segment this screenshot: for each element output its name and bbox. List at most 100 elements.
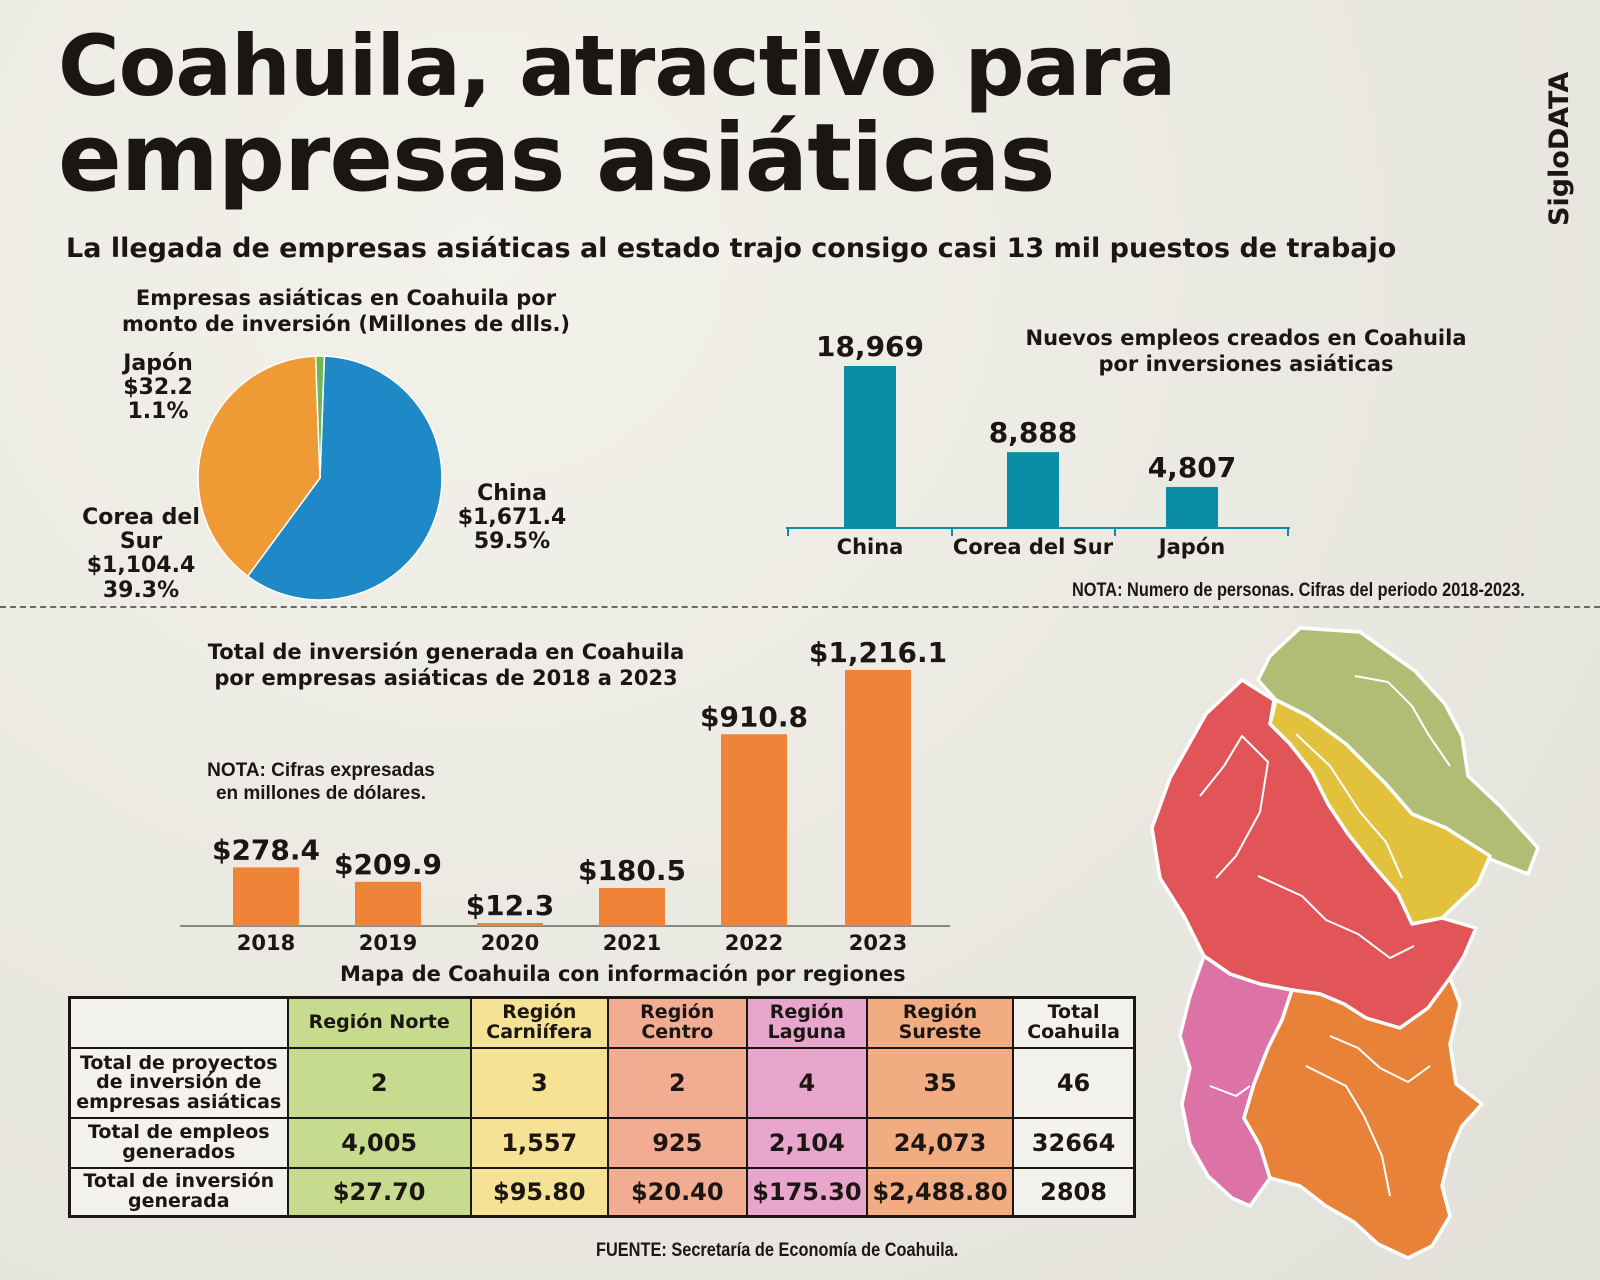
pie-label-china-percent: 59.5% [473,529,551,555]
section-divider [0,606,1600,608]
investment-value-label: $1,216.1 [809,636,947,669]
table-row: Total de inversión generada $27.70 $95.8… [68,1167,1136,1217]
investment-value-label: $910.8 [700,700,808,733]
map-municipal-border [1305,1065,1391,1197]
investment-bar-2021 [599,888,665,926]
jobs-chart-title: Nuevos empleos creados en Coahuila por i… [1025,326,1467,376]
investment-bar-2022 [721,734,787,926]
investment-year-label: 2018 [237,931,295,955]
investment-chart-note: NOTA: Cifras expresadas en millones de d… [207,760,435,804]
brand-text: SigloDATA [1544,72,1575,226]
table-cell: $27.70 [286,1167,472,1217]
page-title-line-1: Coahuila, atractivo para [58,17,1176,115]
investment-year-label: 2021 [603,931,661,955]
pie-label-japon-name: Japón [123,351,193,376]
pie-slice-japon [314,355,326,479]
jobs-category-label: Japón [1157,535,1225,559]
investment-year-label: 2019 [359,931,417,955]
table-cell: 2,104 [745,1117,868,1169]
map-municipal-border [1209,1085,1251,1097]
investment-value-label: $12.3 [466,889,555,922]
pie-label-china-name: China [477,481,547,506]
coahuila-region-map [1150,626,1540,1260]
table-cell: 2 [606,1047,748,1119]
map-municipal-border [1329,1035,1431,1083]
table-row: Total de proyectos de inversión de empre… [68,1047,1136,1119]
table-header-row: Región Norte Región Carniífera Región Ce… [68,996,1136,1049]
investment-year-label: 2020 [481,931,539,955]
table-cell: 4 [745,1047,868,1119]
jobs-category-label: China [837,535,904,559]
pie-label-japon-value: $32.2 [123,375,193,401]
investment-bar-2019 [355,881,421,926]
page-subtitle: La llegada de empresas asiáticas al esta… [66,233,1397,264]
jobs-chart-note: NOTA: Numero de personas. Cifras del per… [1072,580,1525,601]
investment-value-label: $180.5 [578,854,686,887]
pie-chart-title: Empresas asiáticas en Coahuila por monto… [121,286,571,336]
pie-label-corea: Corea del Sur $1,104.4 39.3% [74,505,208,603]
jobs-category-label: Corea del Sur [953,535,1114,559]
column-header-region-sureste: Región Sureste [865,996,1015,1049]
investment-bar-2023 [845,670,911,926]
map-municipal-border [1354,675,1451,767]
jobs-bar-chart: 18,969 China 8,888 Corea del Sur 4,807 Japón [786,330,1290,559]
investment-year-label: 2023 [849,931,907,955]
investment-value-label: $209.9 [334,848,442,881]
table-cell: 925 [606,1117,748,1169]
table-row: Total de empleos generados 4,005 1,557 9… [68,1117,1136,1169]
column-header-region-carbonifera: Región Carniífera [469,996,609,1049]
pie-label-japon: Japón $32.2 1.1% [100,351,216,425]
source-note: FUENTE: Secretaría de Economía de Coahui… [596,1240,959,1261]
table-cell: $20.40 [606,1167,748,1217]
column-header-region-laguna: Región Laguna [745,996,868,1049]
jobs-bar-corea-del-sur [1007,452,1059,528]
pie-slice-china [246,355,443,601]
table-cell: $95.80 [469,1167,609,1217]
brand-logo: SigloDATA [1544,72,1575,226]
row-header: Total de inversión generada [68,1167,289,1217]
jobs-bar-china [844,366,896,528]
pie-label-china-value: $1,671.4 [457,505,567,531]
pie-slice-corea-del-sur [197,355,321,578]
table-cell: 35 [865,1047,1015,1119]
table-cell: 32664 [1012,1117,1136,1169]
investment-chart-title: Total de inversión generada en Coahuila … [207,640,685,690]
table-cell: 4,005 [286,1117,472,1169]
row-header: Total de proyectos de inversión de empre… [68,1047,289,1119]
jobs-value-label: 4,807 [1148,451,1237,484]
row-header: Total de empleos generados [68,1117,289,1169]
table-cell: 1,557 [469,1117,609,1169]
table-corner [68,996,289,1049]
table-cell: $175.30 [745,1167,868,1217]
map-municipal-border [1199,735,1269,879]
table-cell: 2 [286,1047,472,1119]
investment-bar-2020 [477,923,543,926]
table-cell: $2,488.80 [865,1167,1015,1217]
column-header-region-centro: Región Centro [606,996,748,1049]
column-header-total-coahuila: Total Coahuila [1012,996,1136,1049]
region-table: Región Norte Región Carniífera Región Ce… [68,996,1136,1218]
table-cell: 3 [469,1047,609,1119]
pie-label-china: China $1,671.4 59.5% [450,481,574,555]
table-cell: 2808 [1012,1167,1136,1217]
jobs-value-label: 8,888 [989,416,1078,449]
pie-label-corea-percent: 39.3% [102,577,180,603]
pie-label-japon-percent: 1.1% [127,399,189,425]
investment-bar-chart: $278.4 2018 $209.9 2019 $12.3 2020 $180.5 2021 $… [180,636,950,955]
table-cell: 24,073 [865,1117,1015,1169]
table-cell: 46 [1012,1047,1136,1119]
investment-year-label: 2022 [725,931,783,955]
column-header-region-norte: Región Norte [286,996,472,1049]
page-title-line-2: empresas asiáticas [58,104,1055,213]
investment-value-label: $278.4 [212,833,320,866]
pie-label-corea-name: Corea del Sur [82,505,200,555]
map-region-sureste [1242,976,1484,1260]
map-municipal-border [1295,733,1403,879]
jobs-bar-japon [1166,486,1218,528]
investment-bar-2018 [233,867,299,926]
jobs-value-label: 18,969 [816,330,924,363]
map-municipal-border [1257,875,1415,959]
table-title: Mapa de Coahuila con información por reg… [340,962,906,986]
investment-pie-chart [197,355,443,601]
